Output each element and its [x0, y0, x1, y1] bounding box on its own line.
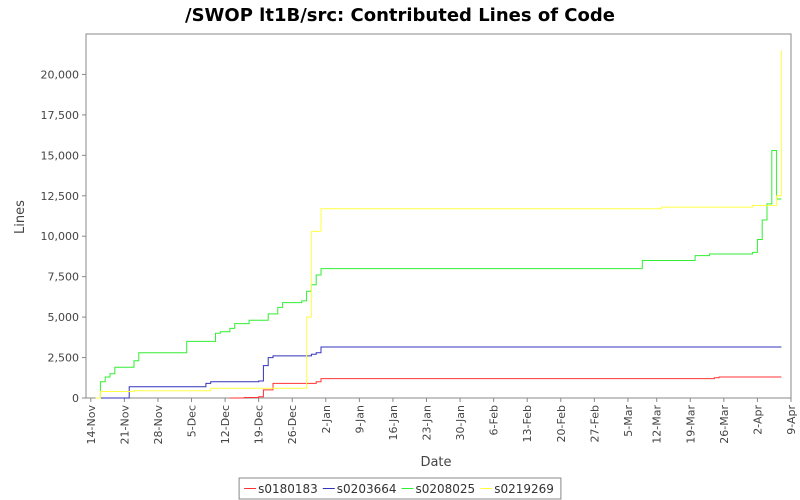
x-tick-label: 13-Feb — [521, 405, 534, 442]
legend-item-label: s0219269 — [494, 482, 554, 496]
x-tick-label: 5-Dec — [186, 405, 199, 437]
x-tick-label: 2-Jan — [320, 405, 333, 434]
plot-area — [85, 33, 792, 399]
y-tick-label: 2,500 — [48, 352, 80, 365]
series-line-s0208025 — [95, 150, 782, 399]
x-tick-label: 12-Dec — [219, 405, 232, 444]
legend-box — [238, 477, 562, 500]
x-tick-label: 30-Jan — [454, 405, 467, 441]
x-tick-label: 27-Feb — [588, 405, 601, 442]
series-lines — [95, 50, 782, 399]
y-tick-label: 0 — [72, 392, 79, 405]
y-axis-label: Lines — [13, 200, 28, 234]
x-tick-label: 14-Nov — [85, 405, 98, 445]
y-axis: 0 2,500 5,000 7,500 10,000 12,500 15,000 17,500… — [41, 68, 86, 405]
series-line-s0219269 — [95, 50, 782, 399]
x-tick-label: 26-Dec — [286, 405, 299, 444]
x-tick-label: 16-Jan — [387, 405, 400, 441]
chart-title: /SWOP lt1B/src: Contributed Lines of Cod… — [185, 5, 615, 26]
x-tick-label: 21-Nov — [118, 405, 131, 445]
series-line-s0180183 — [229, 376, 782, 399]
x-tick-label: 12-Mar — [651, 405, 664, 444]
y-tick-label: 12,500 — [41, 190, 80, 203]
x-tick-label: 28-Nov — [152, 405, 165, 445]
y-tick-label: 17,500 — [41, 109, 80, 122]
x-tick-label: 19-Dec — [253, 405, 266, 444]
y-tick-label: 7,500 — [48, 271, 80, 284]
x-tick-label: 20-Feb — [555, 405, 568, 442]
x-axis-label: Date — [420, 455, 451, 470]
y-tick-label: 20,000 — [41, 68, 80, 81]
series-line-s0203664 — [95, 346, 782, 399]
x-tick-label: 2-Apr — [751, 405, 764, 435]
legend-item-label: s0203664 — [337, 482, 397, 496]
y-tick-label: 15,000 — [41, 149, 80, 162]
x-tick-label: 6-Feb — [488, 405, 501, 435]
x-tick-label: 23-Jan — [421, 405, 434, 441]
legend-item-label: s0180183 — [258, 482, 318, 496]
x-tick-label: 5-Mar — [622, 405, 635, 437]
x-tick-label: 26-Mar — [718, 405, 731, 444]
x-axis: 14-Nov 21-Nov 28-Nov 5-Dec 12-Dec 19-Dec 26-De… — [85, 398, 798, 444]
y-tick-label: 10,000 — [41, 230, 80, 243]
x-tick-label: 19-Mar — [684, 405, 697, 444]
x-tick-label: 9-Jan — [353, 405, 366, 434]
x-tick-label: 9-Apr — [785, 405, 798, 435]
legend-item-label: s0208025 — [416, 482, 476, 496]
legend: s0180183 s0203664 s0208025 s0219269 — [238, 477, 562, 500]
y-tick-label: 5,000 — [48, 311, 80, 324]
